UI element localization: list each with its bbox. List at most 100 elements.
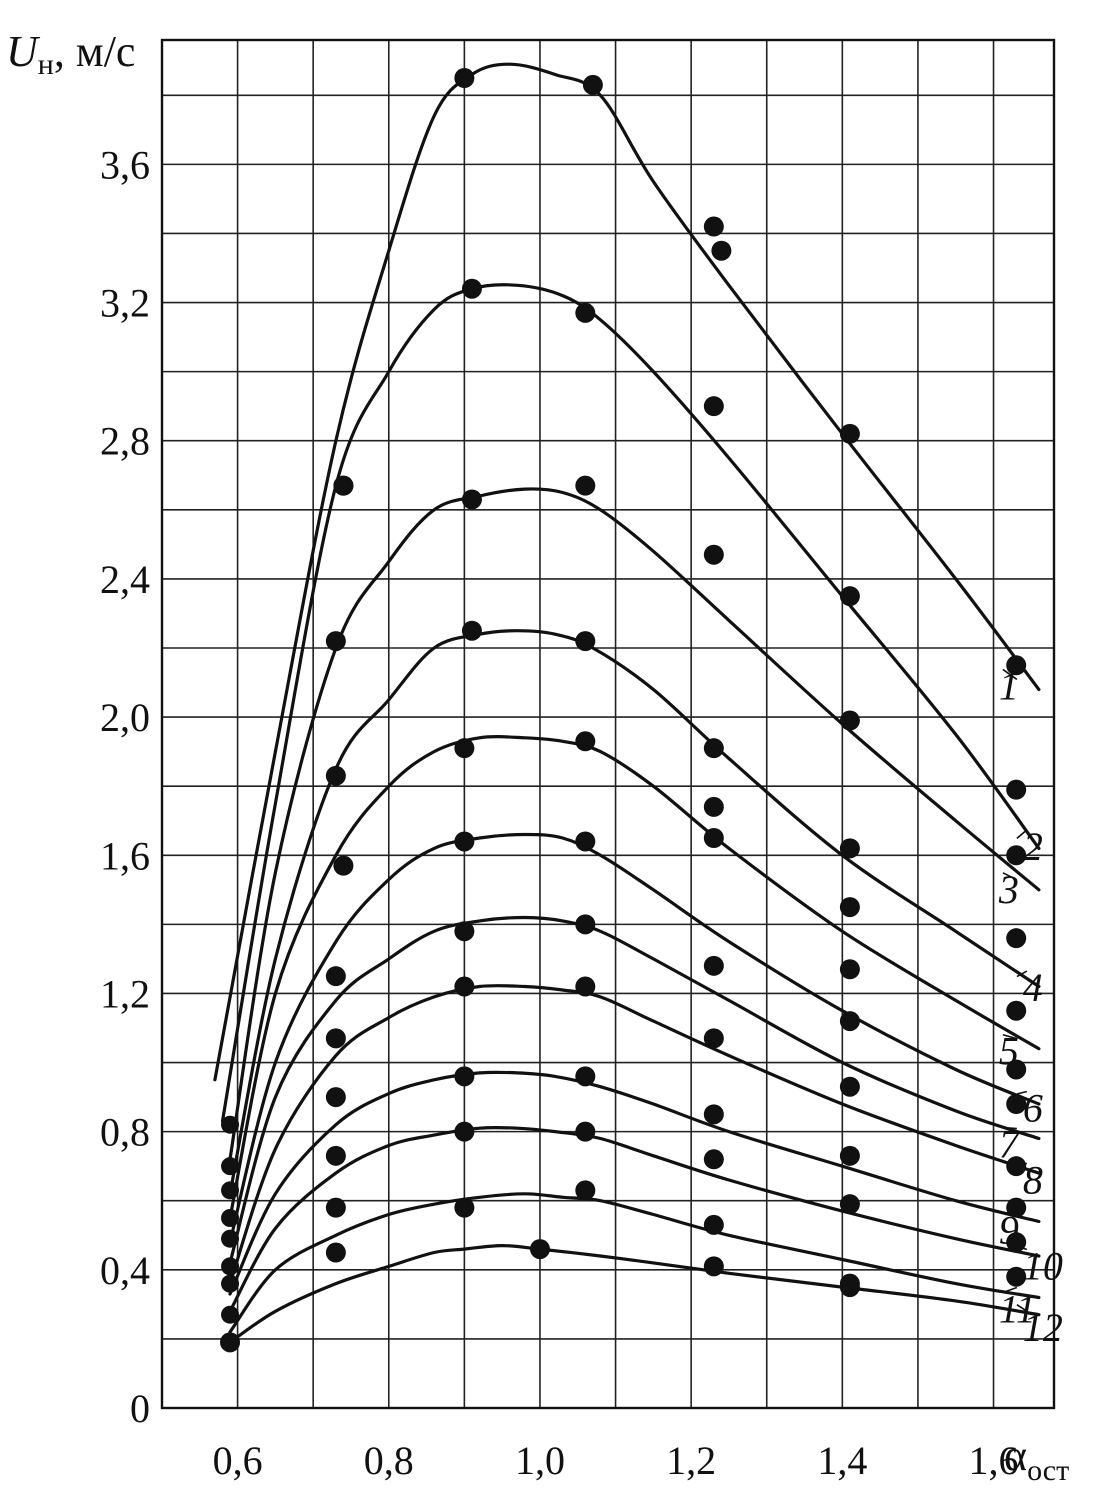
- data-point-series-12: [325, 1242, 346, 1263]
- data-point-series-9: [454, 1066, 475, 1087]
- y-tick-label: 0,8: [100, 1110, 150, 1155]
- x-axis-title: αост: [1004, 1431, 1069, 1487]
- data-point-series-12: [703, 1256, 724, 1277]
- series-line-4: [228, 629, 1041, 1196]
- data-point-start: [221, 1305, 240, 1324]
- data-point-series-9: [575, 1066, 596, 1087]
- x-tick-label: 0,6: [213, 1438, 263, 1483]
- data-point-series-3: [839, 710, 860, 731]
- data-point-series-7: [454, 921, 475, 942]
- data-point-series-2: [839, 586, 860, 607]
- series-line-1: [213, 62, 1041, 1082]
- y-tick-label: 0: [130, 1386, 150, 1431]
- data-point-series-1: [711, 240, 732, 261]
- data-point-series-3: [333, 475, 354, 496]
- series-line-9: [228, 1070, 1041, 1296]
- data-point-series-7: [575, 914, 596, 935]
- data-point-series-10: [839, 1194, 860, 1215]
- label-leader-3: [1002, 872, 1018, 881]
- data-point-series-11: [454, 1197, 475, 1218]
- data-point-series-4: [461, 620, 482, 641]
- curve-label-8: 8: [1023, 1158, 1043, 1203]
- data-point-series-11: [325, 1197, 346, 1218]
- data-point-series-12: [839, 1277, 860, 1298]
- tick-labels: 0,6 0,8 1,0 1,2 1,4 1,6 0 0,4 0,8 1,2 1,6 2,0 2,4 2,8…: [100, 142, 1019, 1483]
- data-point-series-1: [454, 68, 475, 88]
- data-point-series-2: [703, 396, 724, 417]
- data-point-start: [221, 1181, 240, 1200]
- data-point-series-12: [220, 1332, 241, 1353]
- series-line-5: [228, 735, 1041, 1220]
- x-tick-label: 1,6: [969, 1438, 1019, 1483]
- label-leader-9: [1002, 1210, 1017, 1215]
- data-point-series-4: [703, 738, 724, 759]
- curve-label-10: 10: [1023, 1244, 1063, 1289]
- data-point-series-1: [703, 216, 724, 237]
- data-point-series-6: [454, 831, 475, 852]
- data-point-series-4: [839, 838, 860, 859]
- data-point-series-1: [839, 423, 860, 444]
- y-tick-label: 1,6: [100, 833, 150, 878]
- data-point-series-9: [325, 1087, 346, 1108]
- data-point-series-5: [575, 731, 596, 752]
- data-point-series-11: [703, 1214, 724, 1235]
- data-point-start: [221, 1115, 240, 1134]
- curve-label-12: 12: [1023, 1305, 1063, 1350]
- data-point-series-10: [325, 1145, 346, 1166]
- data-point-start: [221, 1257, 240, 1276]
- y-tick-label: 1,2: [100, 971, 150, 1016]
- data-point-series-1: [1006, 655, 1027, 676]
- y-tick-label: 2,0: [100, 695, 150, 740]
- series-line-11: [228, 1192, 1041, 1334]
- data-point-series-2: [575, 302, 596, 323]
- label-leader-8: [1016, 1162, 1027, 1165]
- x-tick-label: 1,2: [666, 1438, 716, 1483]
- curve-label-11: 11: [999, 1286, 1036, 1331]
- data-point-series-7: [325, 966, 346, 987]
- label-leader-1: [1002, 668, 1018, 681]
- data-point-series-8: [1006, 1156, 1027, 1177]
- data-point-series-8: [839, 1076, 860, 1097]
- y-axis-subscript: н: [38, 48, 54, 81]
- data-point-series-5: [839, 897, 860, 918]
- data-point-series-2: [1006, 779, 1027, 800]
- data-point-start: [221, 1229, 240, 1248]
- y-axis-unit: , м/с: [54, 27, 136, 76]
- data-point-series-11: [1006, 1266, 1027, 1287]
- data-point-series-12: [529, 1239, 550, 1260]
- data-point-series-4: [575, 631, 596, 652]
- data-point-series-8: [703, 1028, 724, 1049]
- curve-label-9: 9: [999, 1207, 1019, 1252]
- label-leader-6: [1016, 1090, 1028, 1095]
- data-point-series-10: [454, 1121, 475, 1142]
- data-point-series-6: [333, 855, 354, 876]
- data-point-series-6: [703, 828, 724, 848]
- label-leader-4: [1016, 970, 1028, 978]
- curve-label-7: 7: [999, 1122, 1021, 1167]
- y-tick-label: 3,2: [100, 281, 150, 326]
- series-line-2: [220, 283, 1041, 1123]
- curve-label-2: 2: [1023, 824, 1043, 869]
- data-point-series-6: [1006, 1059, 1027, 1080]
- curve-label-4: 4: [1023, 965, 1043, 1010]
- x-tick-label: 0,8: [364, 1438, 414, 1483]
- data-point-start: [221, 1209, 240, 1227]
- curve-label-1: 1: [999, 663, 1019, 708]
- data-point-series-10: [703, 1149, 724, 1170]
- data-point-series-5: [1006, 1000, 1027, 1021]
- data-point-series-4: [325, 631, 346, 652]
- label-leader-12: [1016, 1304, 1028, 1312]
- data-point-series-7: [703, 955, 724, 976]
- curve-label-5: 5: [999, 1029, 1019, 1074]
- label-leader-10: [1016, 1245, 1028, 1251]
- data-point-series-10: [575, 1121, 596, 1142]
- data-point-series-5: [325, 765, 346, 786]
- y-tick-label: 2,4: [100, 557, 150, 602]
- label-leader-5: [1002, 1033, 1018, 1040]
- data-point-series-11: [575, 1180, 596, 1201]
- label-leader-7: [1002, 1126, 1017, 1130]
- curve-label-6: 6: [1023, 1086, 1043, 1131]
- x-axis-subscript: ост: [1027, 1454, 1069, 1487]
